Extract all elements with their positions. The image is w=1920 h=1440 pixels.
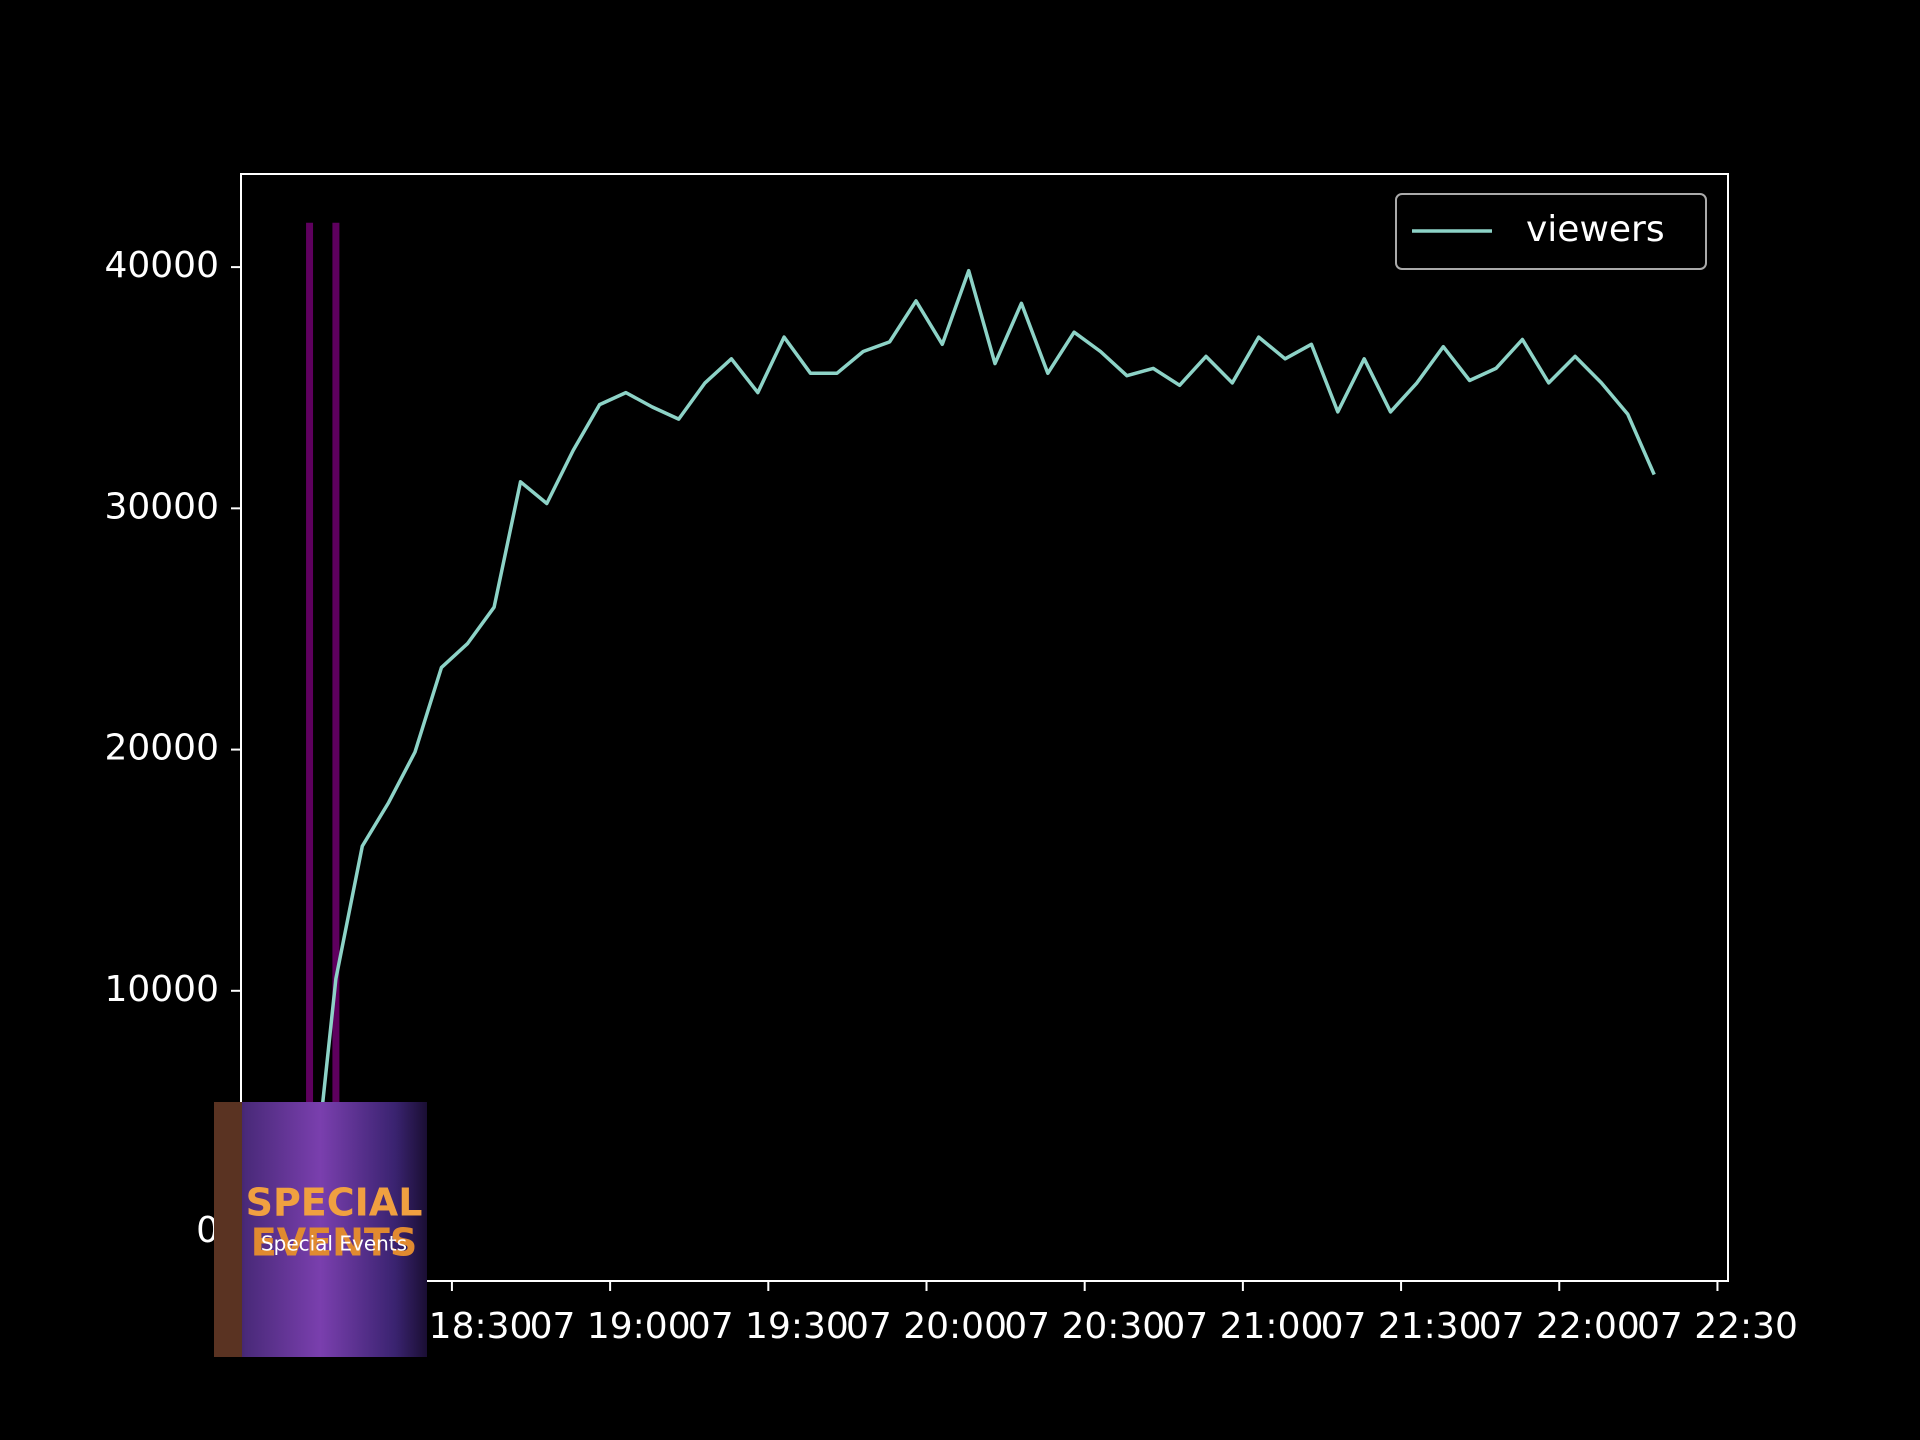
x-tick-label: 07 20:00 [846,1306,1007,1347]
x-tick-label: 07 19:30 [688,1306,849,1347]
x-tick-label: 07 20:30 [1004,1306,1165,1347]
thumbnail-art [214,1102,427,1357]
x-tick-label: 07 22:30 [1637,1306,1798,1347]
thumbnail: SPECIAL EVENTS Special Events [214,1102,427,1357]
legend-box [1395,193,1707,270]
y-tick-label: 30000 [104,486,219,527]
legend-label: viewers [1526,209,1665,250]
thumbnail-title: EVENTS [251,1221,417,1265]
series-line [307,268,1656,1228]
y-tick-label: 40000 [104,245,219,286]
y-tick-label: 20000 [104,728,219,769]
thumbnail-title: SPECIAL [246,1181,423,1225]
x-tick-label: 07 22:00 [1479,1306,1640,1347]
thumbnail-edge [214,1102,242,1357]
y-tick-label: 10000 [104,969,219,1010]
y-tick-label: 0 [196,1210,219,1251]
thumbnail-caption: Special Events [261,1232,407,1256]
axes-frame [240,173,1729,1282]
x-tick-label: 07 21:30 [1321,1306,1482,1347]
x-tick-label: 07 21:00 [1162,1306,1323,1347]
x-tick-label: 07 19:00 [530,1306,691,1347]
